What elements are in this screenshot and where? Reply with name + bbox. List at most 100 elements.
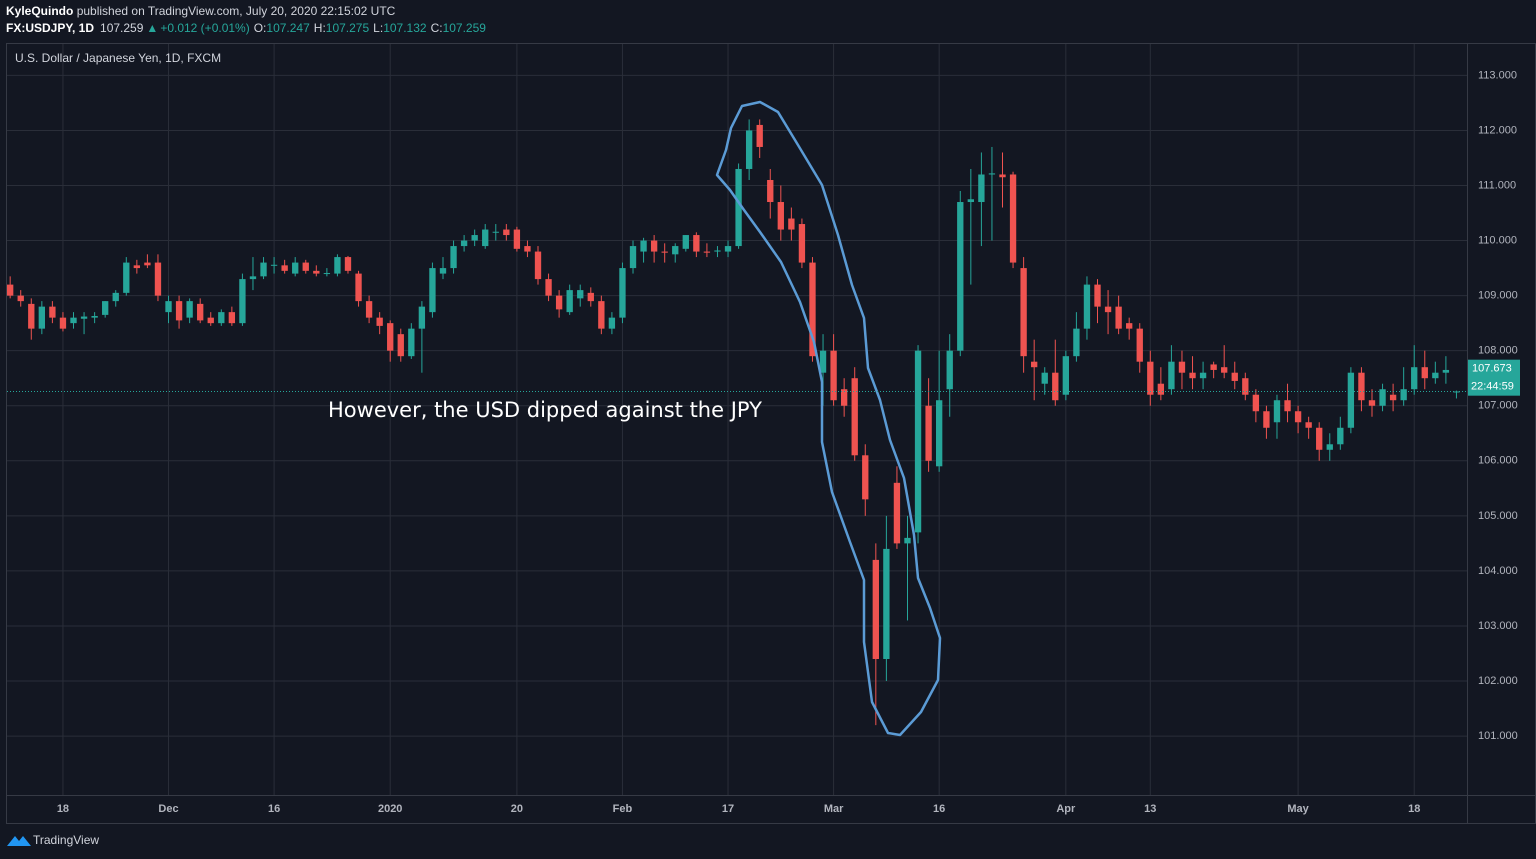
candle-body bbox=[175, 301, 183, 321]
candle-body bbox=[1284, 400, 1291, 412]
candle-body bbox=[999, 174, 1006, 178]
candle-body bbox=[17, 295, 24, 302]
candle-body bbox=[1073, 328, 1080, 357]
candle-body bbox=[144, 262, 151, 266]
h-label: H: bbox=[314, 21, 326, 35]
candle-body bbox=[1442, 369, 1450, 373]
candle-body bbox=[154, 262, 162, 296]
y-tick-label: 104.000 bbox=[1478, 565, 1518, 577]
y-tick-label: 105.000 bbox=[1478, 510, 1518, 522]
x-tick-label: 18 bbox=[57, 803, 69, 815]
candle-body bbox=[355, 273, 362, 302]
candle-body bbox=[988, 173, 996, 175]
candle-body bbox=[376, 317, 383, 326]
low: 107.132 bbox=[383, 21, 427, 35]
candle-body bbox=[334, 257, 341, 274]
x-tick-label: Mar bbox=[824, 803, 844, 815]
candle-body bbox=[819, 350, 827, 373]
candle-body bbox=[809, 262, 816, 357]
change: +0.012 (+0.01%) bbox=[160, 21, 249, 35]
candle-body bbox=[1326, 444, 1333, 450]
high: 107.275 bbox=[326, 21, 370, 35]
candle-body bbox=[978, 174, 985, 203]
candle-body bbox=[1379, 389, 1386, 406]
candle-body bbox=[112, 292, 119, 302]
x-tick-label: Feb bbox=[613, 803, 633, 815]
candle-body bbox=[207, 317, 214, 324]
l-label: L: bbox=[373, 21, 383, 35]
x-tick-label: 16 bbox=[268, 803, 280, 815]
o-label: O: bbox=[254, 21, 267, 35]
symbol: FX:USDJPY, 1D bbox=[6, 21, 94, 35]
candle-body bbox=[1252, 394, 1260, 412]
price-label: 107.673 bbox=[1472, 363, 1512, 375]
candle-body bbox=[397, 334, 404, 357]
candle-body bbox=[1400, 389, 1407, 401]
candle-body bbox=[1157, 383, 1165, 395]
x-tick-label: 2020 bbox=[378, 803, 402, 815]
candle-body bbox=[460, 240, 468, 247]
candle-body bbox=[957, 202, 964, 351]
candle-body bbox=[1031, 361, 1038, 368]
candle-body bbox=[524, 246, 531, 252]
candle-body bbox=[1062, 356, 1070, 395]
candle-body bbox=[1020, 268, 1027, 357]
footer-brand: TradingView bbox=[33, 833, 99, 847]
y-tick-label: 106.000 bbox=[1478, 455, 1518, 467]
candle-body bbox=[228, 312, 236, 324]
candle-body bbox=[693, 235, 700, 252]
candle-body bbox=[439, 268, 447, 274]
author: KyleQuindo bbox=[6, 4, 73, 18]
published: published on TradingView.com, July 20, 2… bbox=[77, 4, 396, 18]
candle-body bbox=[1115, 306, 1122, 329]
candle-body bbox=[239, 279, 246, 324]
candle-body bbox=[218, 312, 225, 324]
candle-body bbox=[38, 306, 46, 329]
y-tick-label: 102.000 bbox=[1478, 675, 1518, 687]
candle-body bbox=[534, 251, 542, 280]
annotation: However, the USD dipped against the JPY bbox=[328, 398, 762, 422]
candle-body bbox=[1189, 372, 1196, 379]
candle-body bbox=[1168, 361, 1175, 390]
candle-body bbox=[1294, 411, 1302, 423]
candle-body bbox=[745, 130, 753, 169]
candle-body bbox=[1358, 372, 1365, 401]
candle-body bbox=[1305, 422, 1312, 428]
candle-body bbox=[577, 290, 584, 299]
y-tick-label: 101.000 bbox=[1478, 730, 1518, 742]
candle-body bbox=[133, 265, 141, 269]
candle-body bbox=[1178, 361, 1186, 373]
candle-body bbox=[1104, 306, 1112, 313]
candle-body bbox=[249, 276, 257, 280]
candle-body bbox=[1052, 372, 1059, 401]
candle-body bbox=[862, 455, 869, 500]
candle-body bbox=[1263, 411, 1270, 428]
x-tick-label: Apr bbox=[1056, 803, 1076, 815]
candle-body bbox=[365, 301, 373, 318]
candle-body bbox=[788, 218, 795, 230]
candle-body bbox=[967, 199, 974, 203]
candle-body bbox=[883, 548, 890, 660]
candle-body bbox=[102, 301, 109, 315]
candle-body bbox=[798, 224, 806, 263]
candle-body bbox=[1094, 284, 1101, 307]
y-tick-label: 113.000 bbox=[1478, 69, 1517, 81]
candle-body bbox=[1316, 427, 1323, 450]
chart-title: U.S. Dollar / Japanese Yen, 1D, FXCM bbox=[15, 51, 221, 65]
candle-body bbox=[1273, 400, 1281, 423]
x-tick-label: May bbox=[1287, 803, 1309, 815]
candle-body bbox=[893, 482, 901, 544]
candle-body bbox=[387, 323, 394, 351]
candle-body bbox=[260, 262, 267, 277]
candle-body bbox=[914, 350, 922, 533]
candle-body bbox=[682, 235, 689, 249]
candle-body bbox=[80, 316, 88, 319]
candle-body bbox=[281, 265, 288, 271]
candle-body bbox=[661, 251, 668, 253]
candle-body bbox=[1221, 367, 1228, 373]
x-tick-label: 13 bbox=[1144, 803, 1156, 815]
candle-body bbox=[925, 405, 932, 461]
y-tick-label: 109.000 bbox=[1478, 290, 1518, 302]
c-label: C: bbox=[431, 21, 443, 35]
